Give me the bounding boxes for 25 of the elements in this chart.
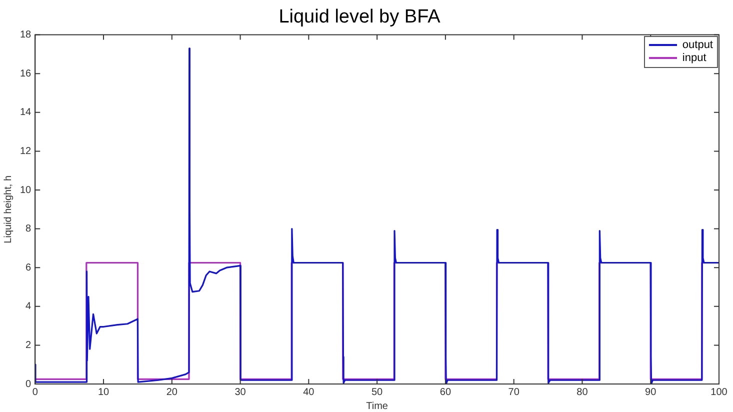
x-tick-label: 30: [234, 386, 246, 398]
x-tick-label: 60: [440, 386, 452, 398]
x-tick-label: 20: [166, 386, 178, 398]
x-tick-label: 10: [98, 386, 110, 398]
x-tick-label: 100: [710, 386, 728, 398]
y-tick-label: 4: [26, 301, 32, 312]
x-tick-label: 40: [303, 386, 315, 398]
y-tick-label: 12: [20, 146, 32, 157]
y-axis-title: Liquid height, h: [2, 175, 14, 244]
y-tick-label: 0: [26, 378, 32, 390]
y-tick-label: 10: [20, 184, 32, 196]
y-tick-label: 16: [20, 68, 32, 80]
x-tick-label: 70: [508, 386, 520, 398]
y-tick-label: 8: [26, 224, 32, 235]
chart-title: Liquid level by BFA: [278, 6, 441, 28]
x-tick-label: 80: [576, 386, 588, 398]
x-tick-label: 90: [645, 386, 657, 398]
y-tick-label: 18: [20, 30, 32, 41]
y-tick-label: 2: [26, 340, 32, 351]
y-tick-label: 6: [26, 262, 32, 274]
x-axis-title: Time: [366, 400, 388, 412]
legend-label: output: [682, 39, 713, 52]
legend-label: input: [682, 52, 706, 64]
y-tick-label: 14: [20, 107, 32, 118]
x-tick-label: 50: [372, 386, 384, 398]
